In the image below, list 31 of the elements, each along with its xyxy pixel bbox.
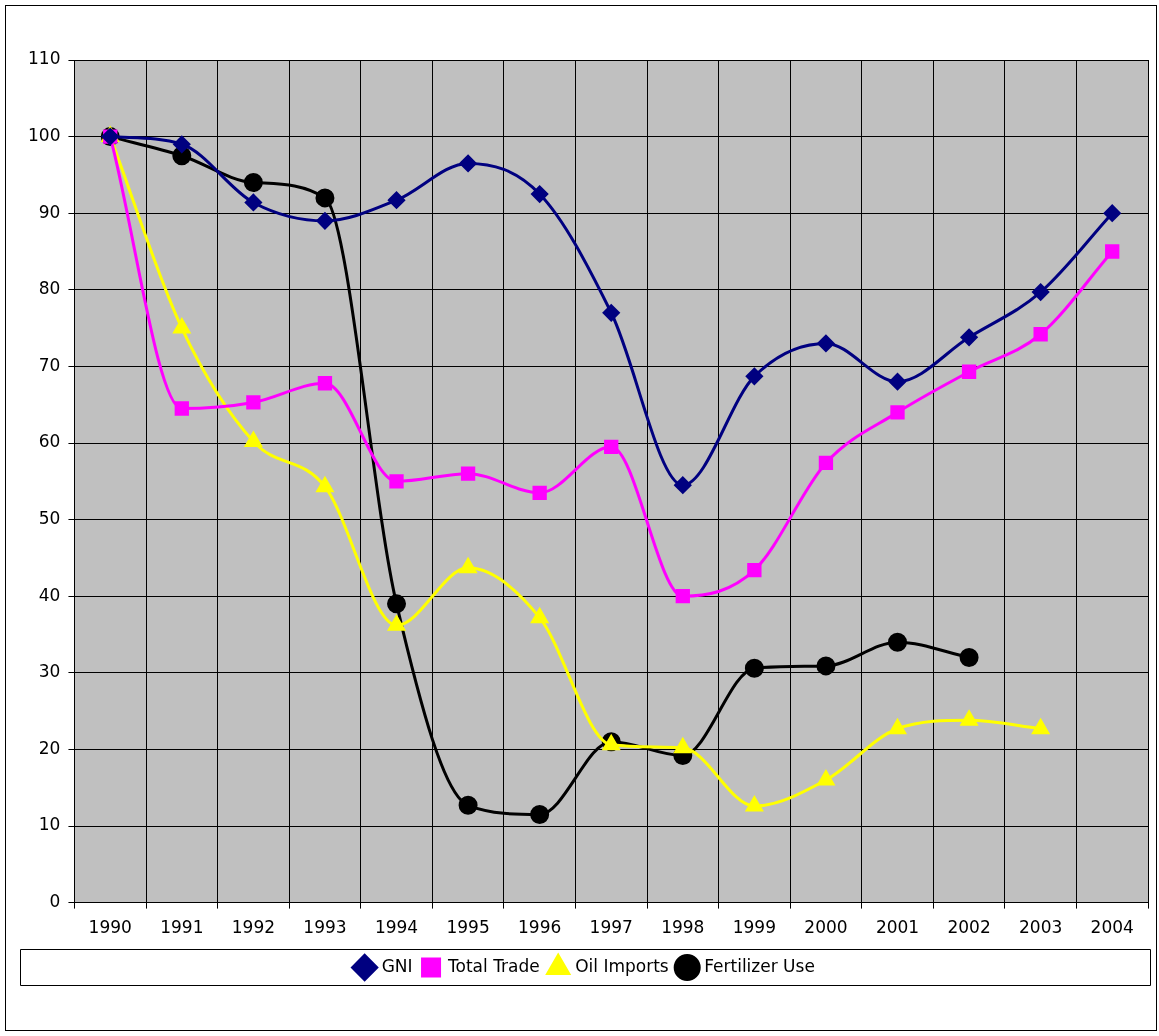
y-tick-label: 70 <box>38 354 61 375</box>
y-tick-label: 60 <box>38 431 61 452</box>
x-tick-label: 1996 <box>518 917 562 938</box>
x-tick-label: 2002 <box>947 917 991 938</box>
legend-label: GNI <box>381 955 413 976</box>
x-tick-label: 1997 <box>589 917 633 938</box>
x-tick-label: 1999 <box>732 917 776 938</box>
y-tick-label: 30 <box>38 661 61 682</box>
y-tick-label: 50 <box>38 508 61 529</box>
y-tick-label: 40 <box>38 584 61 605</box>
x-tick-label: 1993 <box>303 917 347 938</box>
y-tick-label: 10 <box>38 814 61 835</box>
x-tick-label: 2001 <box>875 917 920 938</box>
x-tick-label: 2003 <box>1019 917 1063 938</box>
legend-label: Fertilizer Use <box>704 955 815 976</box>
y-tick-label: 20 <box>38 737 61 758</box>
x-tick-label: 1998 <box>661 917 705 938</box>
y-tick-label: 110 <box>27 48 61 69</box>
legend-label: Oil Imports <box>575 955 669 976</box>
x-tick-label: 1994 <box>374 917 419 938</box>
x-tick-label: 2000 <box>804 917 848 938</box>
x-tick-label: 1990 <box>88 917 132 938</box>
y-tick-label: 0 <box>49 891 61 912</box>
y-tick-label: 80 <box>38 278 61 299</box>
x-tick-label: 1991 <box>160 917 204 938</box>
y-tick-label: 100 <box>27 125 61 146</box>
x-tick-label: 2004 <box>1090 917 1134 938</box>
x-tick-label: 1995 <box>446 917 490 938</box>
legend-label: Total Trade <box>447 955 540 976</box>
y-tick-label: 90 <box>38 201 61 222</box>
x-tick-label: 1992 <box>231 917 276 938</box>
